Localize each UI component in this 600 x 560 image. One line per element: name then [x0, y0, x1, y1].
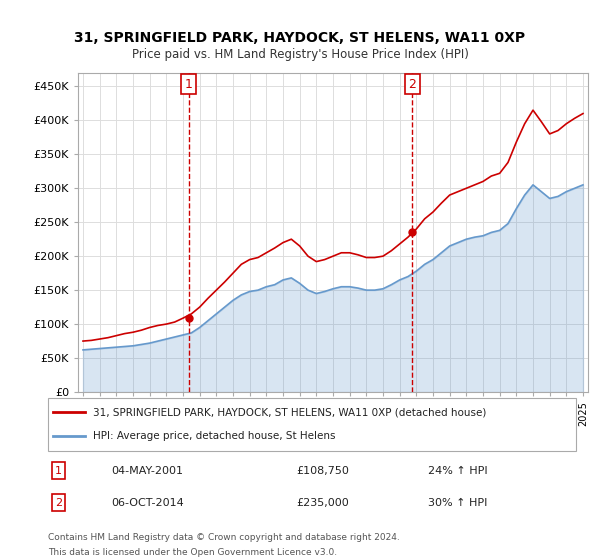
Text: Contains HM Land Registry data © Crown copyright and database right 2024.: Contains HM Land Registry data © Crown c… — [48, 533, 400, 542]
Text: 1: 1 — [185, 78, 193, 91]
Text: 06-OCT-2014: 06-OCT-2014 — [112, 498, 184, 508]
Text: 1: 1 — [55, 465, 62, 475]
Text: £108,750: £108,750 — [296, 465, 349, 475]
Text: 2: 2 — [55, 498, 62, 508]
Text: Price paid vs. HM Land Registry's House Price Index (HPI): Price paid vs. HM Land Registry's House … — [131, 48, 469, 60]
Text: 31, SPRINGFIELD PARK, HAYDOCK, ST HELENS, WA11 0XP: 31, SPRINGFIELD PARK, HAYDOCK, ST HELENS… — [74, 31, 526, 45]
Text: 24% ↑ HPI: 24% ↑ HPI — [428, 465, 488, 475]
Text: HPI: Average price, detached house, St Helens: HPI: Average price, detached house, St H… — [93, 431, 335, 441]
FancyBboxPatch shape — [48, 398, 576, 451]
Text: 30% ↑ HPI: 30% ↑ HPI — [428, 498, 488, 508]
Text: £235,000: £235,000 — [296, 498, 349, 508]
Text: 2: 2 — [409, 78, 416, 91]
Text: 04-MAY-2001: 04-MAY-2001 — [112, 465, 184, 475]
Text: This data is licensed under the Open Government Licence v3.0.: This data is licensed under the Open Gov… — [48, 548, 337, 557]
Text: 31, SPRINGFIELD PARK, HAYDOCK, ST HELENS, WA11 0XP (detached house): 31, SPRINGFIELD PARK, HAYDOCK, ST HELENS… — [93, 408, 486, 418]
